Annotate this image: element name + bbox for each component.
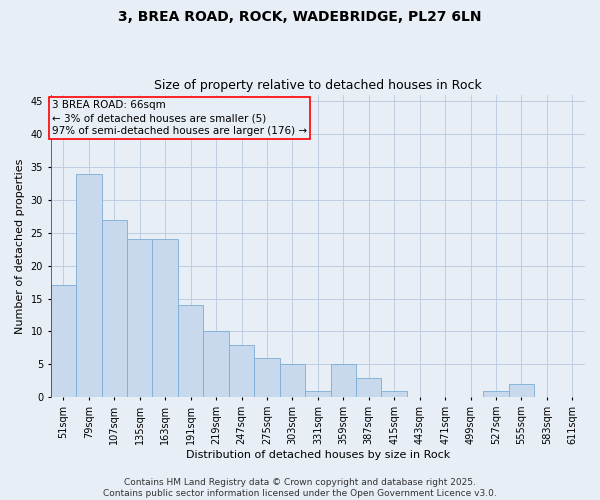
Bar	[152, 240, 178, 398]
Bar	[356, 378, 382, 398]
Bar	[178, 305, 203, 398]
Bar	[305, 390, 331, 398]
Bar	[203, 332, 229, 398]
Bar	[331, 364, 356, 398]
Text: 3, BREA ROAD, ROCK, WADEBRIDGE, PL27 6LN: 3, BREA ROAD, ROCK, WADEBRIDGE, PL27 6LN	[118, 10, 482, 24]
Text: Contains HM Land Registry data © Crown copyright and database right 2025.
Contai: Contains HM Land Registry data © Crown c…	[103, 478, 497, 498]
Bar	[509, 384, 534, 398]
Bar	[50, 286, 76, 398]
Text: 3 BREA ROAD: 66sqm
← 3% of detached houses are smaller (5)
97% of semi-detached : 3 BREA ROAD: 66sqm ← 3% of detached hous…	[52, 100, 307, 136]
Bar	[280, 364, 305, 398]
Bar	[483, 390, 509, 398]
Bar	[229, 344, 254, 398]
Bar	[254, 358, 280, 398]
Bar	[101, 220, 127, 398]
Bar	[127, 240, 152, 398]
Y-axis label: Number of detached properties: Number of detached properties	[15, 158, 25, 334]
Title: Size of property relative to detached houses in Rock: Size of property relative to detached ho…	[154, 79, 482, 92]
Bar	[382, 390, 407, 398]
Bar	[76, 174, 101, 398]
X-axis label: Distribution of detached houses by size in Rock: Distribution of detached houses by size …	[186, 450, 450, 460]
